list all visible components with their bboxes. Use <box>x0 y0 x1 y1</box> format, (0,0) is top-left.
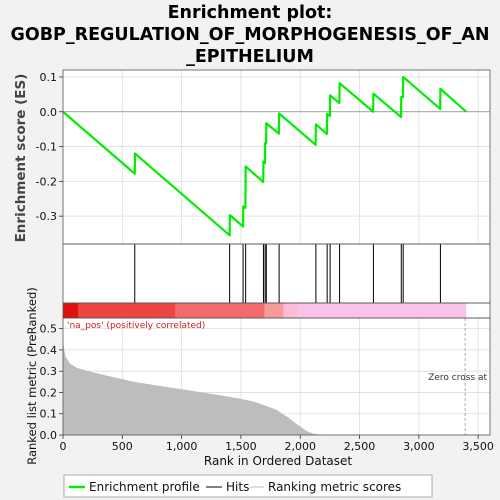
legend-metric-label: Ranking metric scores <box>268 480 401 494</box>
bottom-panel-pos-label: 'na_pos' (positively correlated) <box>67 321 205 331</box>
rank-bar-segment-3 <box>264 303 284 318</box>
top-y-tick-label-0: 0.1 <box>40 71 58 84</box>
top-y-axis-label: Enrichment score (ES) <box>13 74 29 243</box>
bottom-y-tick-label-3: 0.3 <box>40 365 58 378</box>
bottom-panel-frame <box>62 317 491 436</box>
axis-ticks: 0.1 0.0 -0.1 -0.2 -0.3 0.0 0.1 0.2 0.3 0.4 0.5 0 500… <box>36 71 494 453</box>
x-tick-label-3: 1,500 <box>225 440 257 453</box>
chart-title-line-1: Enrichment plot: <box>167 3 333 23</box>
rank-bar-segment-1 <box>78 303 176 318</box>
rank-bar-segment-4 <box>283 303 298 318</box>
legend: Enrichment profile Hits Ranking metric s… <box>63 474 433 498</box>
x-tick-label-1: 500 <box>112 440 133 453</box>
legend-box <box>63 474 433 498</box>
rank-color-bar <box>63 303 467 318</box>
x-tick-label-2: 1,000 <box>166 440 198 453</box>
rank-bar-segment-2 <box>175 303 265 318</box>
x-tick-label-0: 0 <box>60 440 67 453</box>
ranking-metric-area <box>63 318 467 435</box>
top-y-tick-label-1: 0.0 <box>40 106 58 119</box>
x-axis-label: Rank in Ordered Dataset <box>204 454 352 468</box>
bottom-y-axis-label: Ranked list metric (PreRanked) <box>25 287 39 465</box>
top-y-tick-label-3: -0.2 <box>36 175 57 188</box>
legend-enrichment-label: Enrichment profile <box>89 480 200 494</box>
rank-bar-segment-0 <box>63 303 79 318</box>
rank-bar-segment-5 <box>297 303 467 318</box>
x-tick-label-6: 3,000 <box>403 440 435 453</box>
chart-title: Enrichment plot: GOBP_REGULATION_OF_MORP… <box>0 2 500 68</box>
bottom-y-tick-label-1: 0.1 <box>40 408 58 421</box>
bottom-y-tick-label-4: 0.4 <box>40 344 58 357</box>
x-tick-label-5: 2,500 <box>344 440 376 453</box>
chart-title-line-3: _EPITHELIUM <box>186 47 314 67</box>
hit-markers <box>134 244 441 303</box>
bottom-y-tick-label-0: 0.0 <box>40 429 58 442</box>
zero-cross-label: Zero cross at <box>428 373 487 383</box>
enrichment-profile-line <box>62 75 468 237</box>
panel-frames <box>62 69 491 436</box>
x-tick-label-4: 2,000 <box>284 440 316 453</box>
top-y-tick-label-4: -0.3 <box>36 210 57 223</box>
ranking-metric-fill <box>63 341 467 435</box>
legend-hits-label: Hits <box>226 480 249 494</box>
bottom-y-tick-label-2: 0.2 <box>40 386 58 399</box>
top-y-tick-label-2: -0.1 <box>36 141 57 154</box>
enrichment-profile <box>62 75 490 237</box>
x-tick-label-7: 3,500 <box>462 440 494 453</box>
bottom-y-tick-label-5: 0.5 <box>40 323 58 336</box>
chart-title-line-2: GOBP_REGULATION_OF_MORPHOGENESIS_OF_AN <box>10 25 490 45</box>
